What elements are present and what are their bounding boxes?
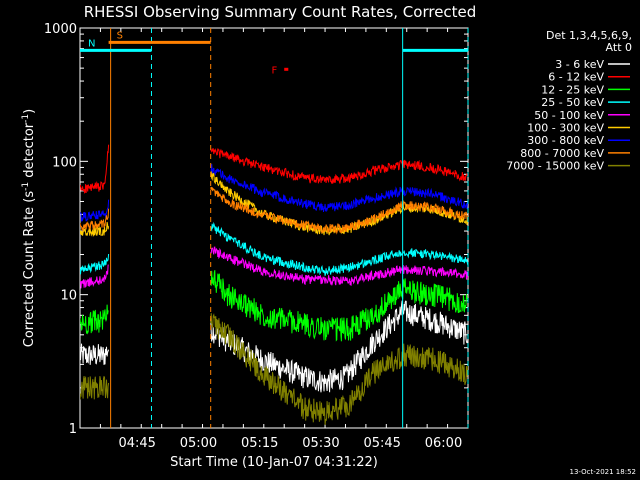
series-line — [210, 300, 468, 393]
y-axis-label: Corrected Count Rate (s-1 detector-1) — [21, 109, 37, 347]
chart-title: RHESSI Observing Summary Count Rates, Co… — [84, 3, 477, 21]
series-line — [80, 253, 110, 275]
legend-header-1: Det 1,3,4,5,6,9, — [546, 29, 632, 42]
state-marker-label: S — [117, 30, 123, 41]
legend-label: 50 - 100 keV — [534, 109, 604, 122]
series-line — [210, 313, 468, 425]
series-line — [80, 343, 110, 365]
x-tick-label: 04:45 — [118, 436, 155, 451]
x-tick-label: 06:00 — [425, 436, 462, 451]
legend-label: 12 - 25 keV — [541, 83, 604, 96]
legend-label: 7000 - 15000 keV — [506, 160, 604, 173]
legend-label: 100 - 300 keV — [527, 122, 604, 135]
y-tick-label: 1 — [69, 422, 77, 437]
series-line — [210, 246, 468, 286]
legend-label: 6 - 12 keV — [548, 71, 604, 84]
series-line — [80, 304, 109, 335]
legend-header-2: Att 0 — [606, 41, 632, 54]
state-marker-label: F — [271, 65, 277, 76]
series-line — [210, 270, 468, 342]
legend-label: 800 - 7000 keV — [520, 147, 604, 160]
x-axis-label: Start Time (10-Jan-07 04:31:22) — [170, 455, 378, 470]
series-line — [80, 208, 110, 232]
legend-label: 300 - 800 keV — [527, 134, 604, 147]
x-tick-label: 05:15 — [241, 436, 278, 451]
series-line — [80, 375, 110, 400]
legend-label: 3 - 6 keV — [555, 58, 604, 71]
y-tick-label: 1000 — [44, 22, 77, 37]
y-tick-label: 100 — [52, 155, 77, 170]
series-line — [210, 186, 468, 235]
generated-timestamp: 13-Oct-2021 18:52 — [570, 468, 636, 476]
series-line — [210, 147, 468, 184]
state-markers: S N F — [80, 30, 468, 76]
series-layer — [80, 144, 468, 425]
x-tick-label: 05:45 — [363, 436, 400, 451]
series-line — [80, 199, 110, 222]
state-marker-label: N — [88, 38, 95, 49]
series-line — [210, 163, 468, 213]
x-tick-label: 05:30 — [302, 436, 339, 451]
x-tick-label: 05:00 — [180, 436, 217, 451]
vertical-markers — [110, 28, 469, 428]
series-line — [210, 221, 468, 276]
legend-label: 25 - 50 keV — [541, 96, 604, 109]
series-line — [80, 264, 109, 289]
y-tick-label: 10 — [60, 289, 77, 304]
axis-ticks: 1 10 100 1000 04:45 05:00 05:15 05:30 05:45 06:00 — [44, 22, 469, 451]
series-line — [80, 144, 110, 194]
